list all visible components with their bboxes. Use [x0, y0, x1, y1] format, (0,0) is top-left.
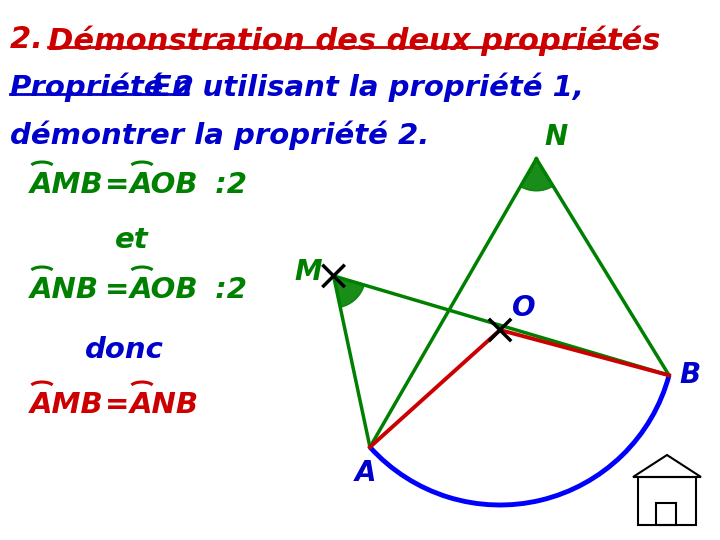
Text: A: A [355, 459, 377, 487]
Text: :2: :2 [205, 276, 247, 304]
Text: ANB: ANB [130, 391, 199, 419]
Text: =: = [105, 391, 140, 419]
Text: Démonstration des deux propriétés: Démonstration des deux propriétés [48, 25, 660, 56]
Text: =: = [105, 276, 140, 304]
Wedge shape [521, 159, 553, 191]
Text: :2: :2 [205, 171, 247, 199]
Bar [656, 503, 676, 525]
Text: et: et [115, 226, 148, 254]
Text: démontrer la propriété 2.: démontrer la propriété 2. [10, 120, 429, 150]
Text: M: M [294, 258, 322, 286]
Text: Propriété 2: Propriété 2 [10, 72, 204, 102]
Text: ANB: ANB [30, 276, 99, 304]
Text: AMB: AMB [30, 171, 104, 199]
Text: 2.: 2. [10, 25, 53, 54]
Text: N: N [544, 123, 567, 151]
Text: AOB: AOB [130, 171, 199, 199]
Text: B: B [679, 361, 700, 389]
Bar [638, 477, 696, 525]
Text: AMB: AMB [30, 391, 104, 419]
Text: donc: donc [85, 336, 164, 364]
Text: En utilisant la propriété 1,: En utilisant la propriété 1, [10, 72, 584, 102]
Wedge shape [333, 276, 364, 307]
Text: =: = [105, 171, 140, 199]
Text: AOB: AOB [130, 276, 199, 304]
Text: O: O [512, 294, 536, 322]
